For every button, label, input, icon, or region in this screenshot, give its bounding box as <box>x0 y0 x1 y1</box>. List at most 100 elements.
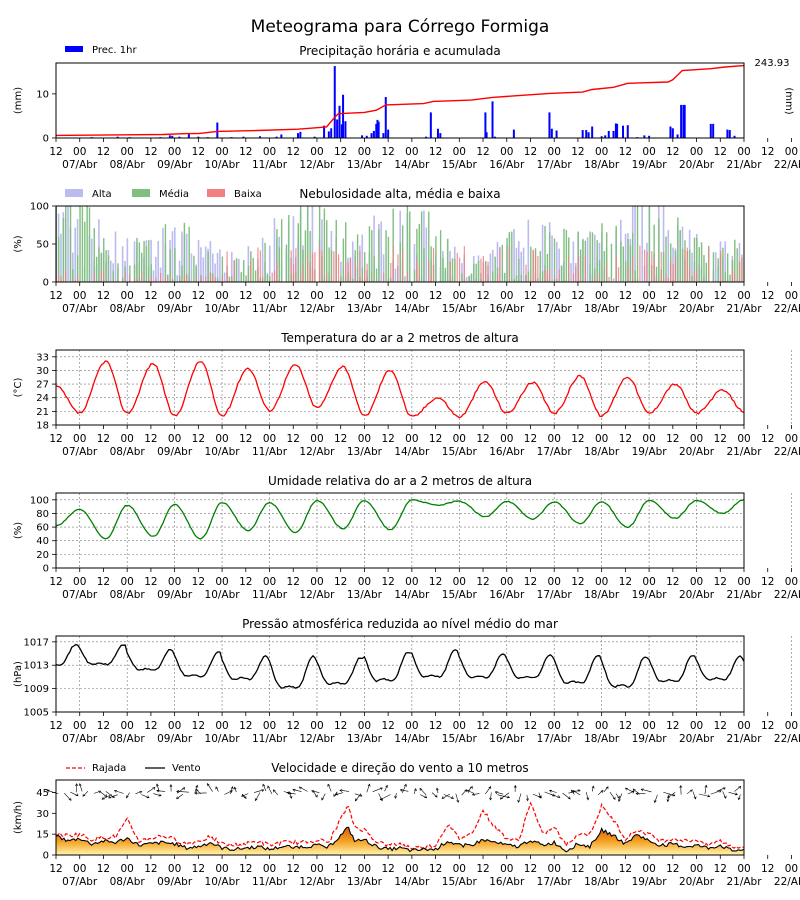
precip-bar <box>626 125 629 138</box>
day-label: 16/Abr <box>489 876 525 888</box>
cloud-bar-low <box>392 245 394 282</box>
cloud-bar-low <box>496 274 499 282</box>
day-label: 13/Abr <box>347 733 383 745</box>
cloud-bar-high <box>219 249 221 282</box>
cloud-bar-low <box>719 250 722 282</box>
cloud-bar-high <box>404 276 406 282</box>
cloud-bar-high <box>121 246 124 282</box>
precip-bar <box>726 129 729 138</box>
x-tick-label: 00 <box>215 146 228 158</box>
wind-arrow-head <box>286 791 290 795</box>
x-tick-label: 00 <box>215 290 228 302</box>
cloud-bar-medium <box>473 263 475 282</box>
wind-arrow-head <box>182 787 186 791</box>
cloud-bar-medium <box>188 226 190 282</box>
cloud-bar-high <box>662 206 665 282</box>
cloud-bar-medium <box>193 255 195 282</box>
wind-direction-arrow <box>734 786 741 792</box>
x-tick-label: 00 <box>785 720 798 732</box>
wind-direction-arrow <box>93 790 101 794</box>
cloud-bar-medium <box>734 239 736 282</box>
y-axis-label-right: (mm) <box>783 87 794 114</box>
cloud-bar-low <box>307 254 309 282</box>
day-label: 11/Abr <box>252 303 288 315</box>
x-tick-label: 12 <box>524 863 537 875</box>
x-tick-label: 00 <box>73 720 86 732</box>
cloud-bar-low <box>577 255 579 282</box>
wind-arrow-head <box>176 796 180 800</box>
x-tick-label: 12 <box>49 433 62 445</box>
x-tick-label: 12 <box>571 433 584 445</box>
wind-arrow-head <box>335 792 339 796</box>
wind-arrow-head <box>549 789 553 793</box>
day-label: 07/Abr <box>62 303 98 315</box>
series-line <box>55 643 745 689</box>
wind-arrow-head <box>591 785 595 789</box>
cloud-bar-medium <box>503 272 506 282</box>
day-label: 12/Abr <box>299 159 335 171</box>
precip-bar <box>581 130 584 138</box>
cloud-bar-medium <box>221 256 224 282</box>
day-label: 20/Abr <box>679 446 715 458</box>
day-label: 12/Abr <box>299 876 335 888</box>
cloud-bar-medium <box>418 223 420 282</box>
wind-direction-arrow <box>738 794 741 800</box>
x-tick-label: 12 <box>761 576 774 588</box>
x-tick-label: 12 <box>714 720 727 732</box>
x-tick-label: 12 <box>192 863 205 875</box>
cloud-bar-low <box>708 248 710 282</box>
day-label: 21/Abr <box>726 303 762 315</box>
cloud-bar-medium <box>601 223 603 282</box>
cloud-bar-low <box>646 251 648 282</box>
accumulated-line <box>55 64 745 137</box>
x-tick-label: 12 <box>239 720 252 732</box>
x-tick-label: 12 <box>192 433 205 445</box>
wind-direction-arrow <box>99 791 107 797</box>
cloud-bar-low <box>475 280 477 282</box>
day-label: 13/Abr <box>347 159 383 171</box>
legend-label-gust: Rajada <box>92 763 126 774</box>
cloud-bar-high <box>109 260 112 282</box>
cloud-bar-low <box>262 276 264 282</box>
wind-arrow-head <box>737 797 741 801</box>
day-label: 12/Abr <box>299 733 335 745</box>
wind-direction-arrow <box>402 784 407 794</box>
day-label: 19/Abr <box>632 876 668 888</box>
x-tick-label: 12 <box>524 290 537 302</box>
day-label: 22/Abr <box>774 876 800 888</box>
x-tick-label: 12 <box>97 146 110 158</box>
cloud-bar-low <box>179 280 181 282</box>
x-tick-label: 00 <box>737 290 750 302</box>
x-tick-label: 00 <box>310 576 323 588</box>
cloud-bar-high <box>724 241 727 282</box>
x-tick-label: 00 <box>642 576 655 588</box>
x-tick-label: 12 <box>192 290 205 302</box>
wind-direction-arrow <box>704 785 707 795</box>
precip-bar <box>439 133 442 138</box>
cloud-bar-medium <box>406 206 409 282</box>
x-tick-label: 00 <box>120 863 133 875</box>
day-label: 11/Abr <box>252 446 288 458</box>
x-tick-label: 00 <box>595 863 608 875</box>
wind-line <box>55 826 745 853</box>
day-label: 20/Abr <box>679 589 715 601</box>
cloud-bar-low <box>371 277 373 282</box>
wind-direction-arrow <box>366 784 370 793</box>
wind-direction-arrow <box>603 786 609 793</box>
wind-direction-arrow <box>443 794 454 799</box>
wind-direction-arrow <box>147 787 156 793</box>
day-label: 18/Abr <box>584 303 620 315</box>
day-label: 18/Abr <box>584 589 620 601</box>
y-axis-label: (°C) <box>13 378 24 398</box>
x-tick-label: 12 <box>476 433 489 445</box>
day-label: 12/Abr <box>299 303 335 315</box>
day-label: 18/Abr <box>584 446 620 458</box>
x-tick-label: 12 <box>524 146 537 158</box>
x-tick-label: 00 <box>73 576 86 588</box>
wind-arrow-head <box>354 798 358 802</box>
wind-arrow-head <box>321 797 324 801</box>
cloud-bar-medium <box>724 271 727 282</box>
cloud-bar-high <box>67 206 69 282</box>
cloud-bar-medium <box>420 211 423 282</box>
cloud-bar-high <box>190 253 193 282</box>
